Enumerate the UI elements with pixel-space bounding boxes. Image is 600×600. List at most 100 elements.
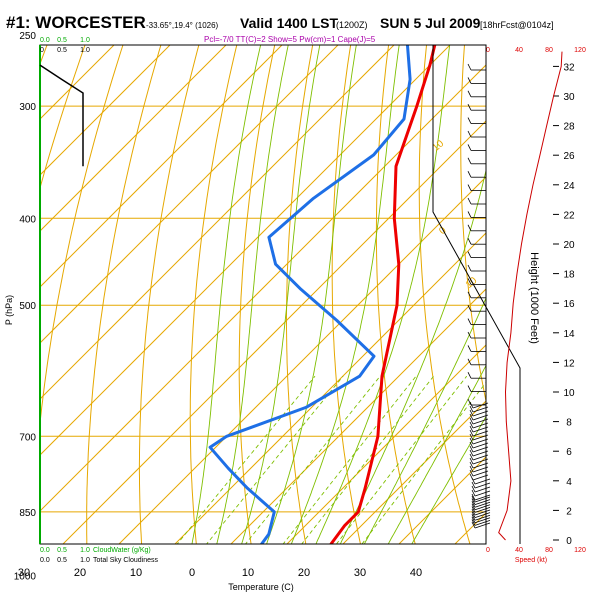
wind-barb-flag [471, 519, 476, 526]
wind-barb-shaft [474, 486, 491, 493]
wind-barb-flag [471, 508, 476, 516]
speed-top-tick: 120 [574, 47, 586, 54]
wind-barb-shaft [474, 507, 491, 513]
wind-barb-flag [471, 506, 476, 513]
dry-adiabat-line [460, 45, 486, 404]
dry-adiabat-line [189, 45, 238, 544]
pressure-tick-label: 1000 [14, 571, 37, 582]
station-coords: -33.65°,19.4° (1026) [146, 21, 219, 30]
height-tick-label: 28 [563, 122, 575, 133]
wind-barb-flag [467, 63, 472, 71]
wind-barb-flag [469, 445, 474, 453]
cloudwater-bottom-tick: 0.0 [40, 547, 50, 554]
dry-adiabat-line [418, 45, 471, 544]
wind-barb-flag [467, 224, 472, 231]
height-tick-label: 8 [566, 418, 572, 429]
dry-adiabat-line [86, 45, 162, 544]
wind-barb-shaft [474, 478, 491, 485]
wind-barb-flag [471, 489, 476, 497]
wind-barb-flag [467, 398, 472, 406]
wind-barb-flag [467, 385, 472, 392]
cloudiness-top-tick: 0 [40, 47, 44, 54]
height-tick-label: 18 [563, 270, 575, 281]
wind-barb-flag [469, 461, 474, 469]
height-tick-label: 26 [563, 151, 575, 162]
wind-barb-flag [467, 144, 472, 151]
moist-adiabat-line [315, 45, 451, 544]
wind-barb-flag [469, 469, 474, 477]
wind-barb-shaft [474, 517, 491, 524]
temperature-tick-label: 40 [410, 567, 422, 579]
wind-barb-flag [469, 405, 474, 413]
wind-barb-flag [471, 481, 476, 489]
height-tick-label: 24 [563, 181, 575, 192]
mixing-ratio-line [176, 375, 316, 544]
wind-barb-flag [469, 473, 474, 481]
speed-top-tick: 40 [515, 47, 523, 54]
wind-barb-flag [471, 503, 476, 510]
wind-barb-flag [467, 77, 472, 84]
wind-barb-flag [469, 429, 474, 437]
y-axis-title: P (hPa) [4, 295, 14, 325]
wind-barb-shaft [474, 501, 491, 508]
wind-panel: 0246810121416182022242628303200404080801… [432, 45, 586, 554]
cloudwater-label: CloudWater (g/Kg) [93, 547, 151, 554]
wind-barb-flag [467, 197, 472, 205]
wind-barb-shaft [474, 496, 491, 503]
wind-barb-shaft [474, 509, 491, 516]
cloudwater-bottom-tick: 0.5 [57, 547, 67, 554]
wind-barb-flag [469, 465, 474, 473]
dry-adiabat-line [40, 45, 86, 190]
wind-barb-flag [467, 117, 472, 124]
wind-barb-flag [471, 516, 476, 523]
wind-barb-flag [471, 501, 476, 508]
cloudiness-bottom-tick: 0.0 [40, 557, 50, 564]
wind-barb-flag [467, 90, 472, 97]
date-label: SUN 5 Jul 2009 [380, 15, 481, 31]
temperature-tick-label: 20 [74, 567, 86, 579]
speed-bottom-tick: 80 [545, 547, 553, 554]
temperature-tick-label: 10 [242, 567, 254, 579]
mixing-ratio-line [244, 375, 381, 544]
wind-barb-flag [467, 331, 472, 339]
cloudiness-bottom-tick: 0.5 [57, 557, 67, 564]
wind-barb-flag [467, 251, 472, 258]
temperature-tick-label: 30 [18, 567, 30, 579]
height-tick-label: 0 [566, 536, 572, 547]
height-tick-label: 6 [566, 447, 572, 458]
dry-adiabat-line [138, 45, 200, 544]
isotherm-line [40, 45, 171, 176]
wind-barb-flag [467, 157, 472, 164]
isotherm-line [40, 45, 115, 120]
moist-adiabat-line [387, 364, 486, 544]
temperature-tick-label: 30 [354, 567, 366, 579]
moist-adiabat-line [339, 168, 486, 544]
wind-barb-flag [471, 485, 476, 493]
wind-barb-flag [469, 413, 474, 421]
cloudiness-bottom-tick: 1.0 [80, 557, 90, 564]
wind-barb-flag [467, 171, 472, 178]
sky-cloudiness-label: Total Sky Cloudiness [93, 557, 158, 564]
cloudwater-top-tick: 0.5 [57, 37, 67, 44]
temperature-tick-label: 20 [298, 567, 310, 579]
dry-adiabat-line [40, 45, 124, 428]
sounding-profiles [208, 45, 437, 544]
cloudwater-bottom-tick: 1.0 [80, 547, 90, 554]
wind-barb-flag [469, 437, 474, 445]
moist-adiabat-line [241, 45, 321, 544]
isotherm-line [286, 344, 486, 544]
wind-barb-flag [471, 514, 476, 521]
forecast-label: [18hrFcst@0104z] [480, 20, 554, 30]
wind-barb-flag [467, 372, 472, 379]
wind-barb-flag [467, 278, 472, 285]
wind-barb-flag [471, 521, 476, 529]
isotherm-line [40, 45, 451, 456]
wind-barb-flag [469, 457, 474, 465]
dewpoint-profile-line [208, 45, 412, 544]
wind-barb-flag [467, 318, 472, 325]
speed-bottom-tick: 0 [486, 547, 490, 554]
moist-adiabat-line [363, 297, 486, 544]
wind-barb-shaft [474, 490, 491, 497]
isotherm-line [40, 45, 339, 344]
